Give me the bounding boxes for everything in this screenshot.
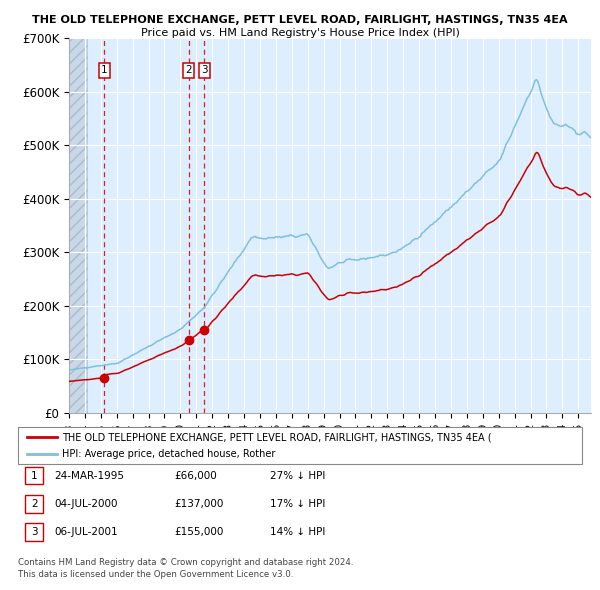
Bar (69, 38, 86, 413)
Text: HPI: Average price, detached house, Rother: HPI: Average price, detached house, Roth… (62, 449, 275, 459)
Text: 3: 3 (201, 65, 208, 75)
Text: 2: 2 (185, 65, 192, 75)
Text: 1: 1 (31, 471, 38, 480)
Text: 06-JUL-2001: 06-JUL-2001 (54, 527, 118, 537)
Text: £66,000: £66,000 (174, 471, 217, 480)
Text: THE OLD TELEPHONE EXCHANGE, PETT LEVEL ROAD, FAIRLIGHT, HASTINGS, TN35 4EA (: THE OLD TELEPHONE EXCHANGE, PETT LEVEL R… (62, 432, 491, 442)
Text: 1: 1 (101, 65, 108, 75)
Text: £137,000: £137,000 (174, 499, 223, 509)
Text: 24-MAR-1995: 24-MAR-1995 (54, 471, 124, 480)
Text: Contains HM Land Registry data © Crown copyright and database right 2024.: Contains HM Land Registry data © Crown c… (18, 558, 353, 567)
Text: THE OLD TELEPHONE EXCHANGE, PETT LEVEL ROAD, FAIRLIGHT, HASTINGS, TN35 4EA: THE OLD TELEPHONE EXCHANGE, PETT LEVEL R… (32, 15, 568, 25)
Text: This data is licensed under the Open Government Licence v3.0.: This data is licensed under the Open Gov… (18, 570, 293, 579)
Text: 17% ↓ HPI: 17% ↓ HPI (270, 499, 325, 509)
Text: Price paid vs. HM Land Registry's House Price Index (HPI): Price paid vs. HM Land Registry's House … (140, 28, 460, 38)
Text: 14% ↓ HPI: 14% ↓ HPI (270, 527, 325, 537)
Text: 27% ↓ HPI: 27% ↓ HPI (270, 471, 325, 480)
Text: 2: 2 (31, 499, 38, 509)
Text: 04-JUL-2000: 04-JUL-2000 (54, 499, 118, 509)
Text: 3: 3 (31, 527, 38, 537)
Text: £155,000: £155,000 (174, 527, 223, 537)
